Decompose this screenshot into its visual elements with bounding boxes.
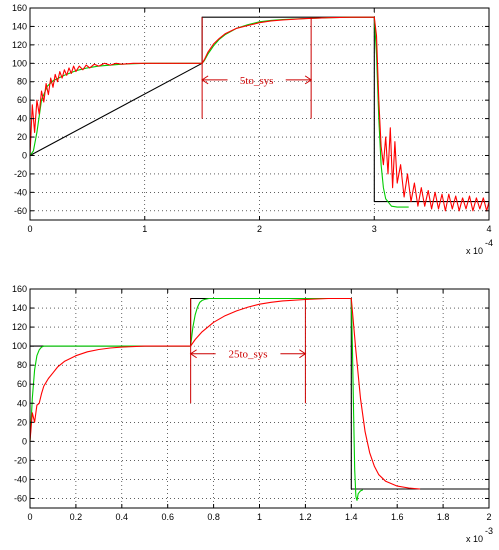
y-tick-label: 120 — [12, 322, 27, 332]
y-tick-label: -60 — [14, 206, 27, 216]
x-tick-label: 1.2 — [299, 512, 312, 522]
chart-top: 5to_sys 0 1 2 3 4 160 140 120 100 80 60 40 20 0 -20 -40 -… — [12, 3, 493, 256]
x-tick-label: 1 — [142, 224, 147, 234]
y-tick-label: 60 — [17, 95, 27, 105]
x-tick-label: 1 — [257, 512, 262, 522]
y-tick-label: 80 — [17, 77, 27, 87]
annotation-label: 25to_sys — [228, 349, 267, 361]
y-tick-label: 20 — [17, 132, 27, 142]
x-tick-label: 0.2 — [70, 512, 83, 522]
y-tick-label: -20 — [14, 169, 27, 179]
annotation-arrowhead-left — [189, 349, 197, 359]
annotation-arrowhead-right — [304, 75, 313, 85]
y-tick-label: 160 — [12, 284, 27, 294]
x-tick-label: 0 — [27, 512, 32, 522]
annotation-label: 5to_sys — [240, 75, 274, 87]
response-red-line — [29, 16, 490, 212]
annotation-arrowhead-right — [299, 349, 307, 359]
x-tick-label: 1.6 — [391, 512, 404, 522]
annotation-arrowhead-left — [201, 75, 209, 85]
y-tick-label: 160 — [12, 3, 27, 13]
y-tick-label: 140 — [12, 303, 27, 313]
y-tick-label: 60 — [17, 379, 27, 389]
x-tick-label: 0 — [27, 224, 32, 234]
x-tick-label: 3 — [372, 224, 377, 234]
x-tick-label: 1.8 — [437, 512, 450, 522]
x-multiplier-label: x 10 — [466, 246, 483, 256]
x-tick-label: 0.6 — [161, 512, 174, 522]
y-tick-label: 0 — [22, 436, 27, 446]
y-tick-label: -40 — [14, 187, 27, 197]
x-multiplier-label: x 10 — [466, 534, 483, 544]
x-tick-label: 0.4 — [116, 512, 129, 522]
y-tick-label: 100 — [12, 58, 27, 68]
x-exponent-label: -4 — [485, 238, 493, 248]
y-tick-label: -20 — [14, 455, 27, 465]
y-tick-label: 0 — [22, 150, 27, 160]
x-tick-label: 2 — [257, 224, 262, 234]
x-exponent-label: -3 — [485, 526, 493, 536]
chart-bottom: 25to_sys 0 0.2 0.4 0.6 0.8 1 1.2 1.4 1.6 1.8 2 160 14… — [12, 284, 493, 544]
y-tick-label: 140 — [12, 21, 27, 31]
response-red-line — [29, 297, 421, 490]
x-tick-label: 4 — [486, 224, 491, 234]
y-tick-label: 100 — [12, 341, 27, 351]
y-tick-label: 20 — [17, 417, 27, 427]
y-tick-label: 120 — [12, 40, 27, 50]
y-tick-label: -40 — [14, 474, 27, 484]
y-tick-label: -60 — [14, 493, 27, 503]
y-tick-label: 80 — [17, 360, 27, 370]
y-tick-label: 40 — [17, 114, 27, 124]
y-tick-label: 40 — [17, 398, 27, 408]
x-tick-label: 0.8 — [207, 512, 220, 522]
x-tick-label: 2 — [486, 512, 491, 522]
response-green-line — [29, 297, 364, 501]
reference-step-line — [29, 16, 489, 203]
x-tick-label: 1.4 — [345, 512, 358, 522]
